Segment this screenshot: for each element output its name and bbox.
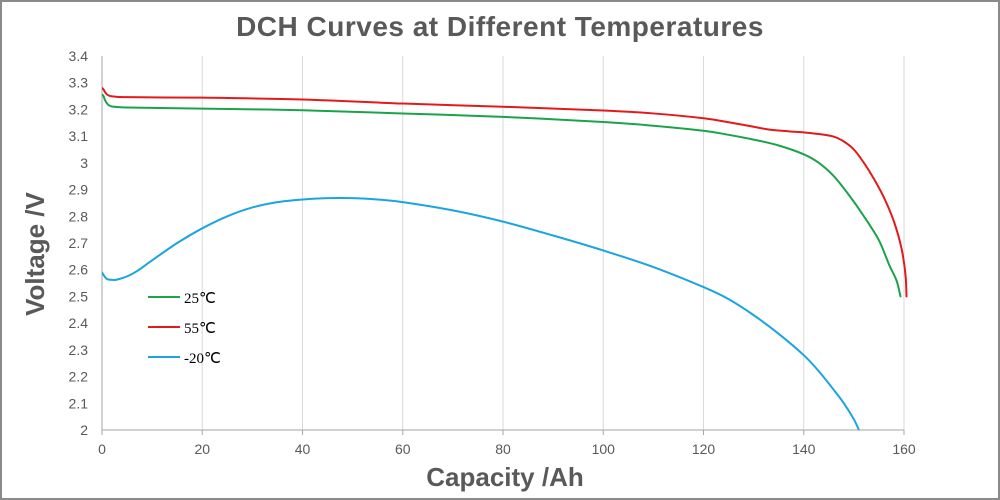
x-tick-label: 0 [98,441,106,457]
x-tick-label: 20 [194,441,210,457]
x-tick-label: 60 [395,441,411,457]
y-tick-label: 3.4 [69,48,89,64]
y-tick-label: 2.7 [69,235,89,251]
y-tick-label: 3 [80,155,88,171]
y-tick-label: 2.3 [69,342,89,358]
series-line-25c [102,93,902,298]
y-tick-label: 2 [80,422,88,438]
tick-layer: 2 2.1 2.2 2.3 2.4 2.5 2.6 2.7 2.8 2.9 3 3.1 3.2 3.3 3.… [69,48,916,457]
x-tick-label: 80 [495,441,511,457]
grid-layer [201,56,905,430]
chart-title: DCH Curves at Different Temperatures [236,11,764,42]
y-tick-label: 2.8 [69,208,89,224]
series-layer [102,87,908,430]
y-tick-label: 3.1 [69,128,89,144]
y-tick-label: 2.1 [69,395,89,411]
x-tick-label: 120 [692,441,716,457]
y-tick-label: 2.9 [69,182,89,198]
legend-label-55c: 55℃ [184,321,216,337]
y-tick-label: 3.3 [69,75,89,91]
x-tick-label: 160 [892,441,916,457]
legend-label--20c: -20℃ [184,351,221,367]
x-axis-title: Capacity /Ah [426,462,584,492]
series-line--20c [102,196,860,430]
legend: 25℃ 55℃ -20℃ [148,291,221,367]
y-tick-label: 2.4 [69,315,89,331]
x-tick-label: 40 [295,441,311,457]
y-tick-label: 2.2 [69,369,89,385]
y-axis-title: Voltage /V [20,191,50,315]
axis-layer [101,56,905,435]
series-line-55c [102,87,908,298]
x-tick-label: 140 [792,441,816,457]
x-tick-label: 100 [592,441,616,457]
legend-label-25c: 25℃ [184,291,216,307]
y-tick-label: 3.2 [69,101,89,117]
y-tick-label: 2.6 [69,262,89,278]
y-tick-label: 2.5 [69,288,89,304]
